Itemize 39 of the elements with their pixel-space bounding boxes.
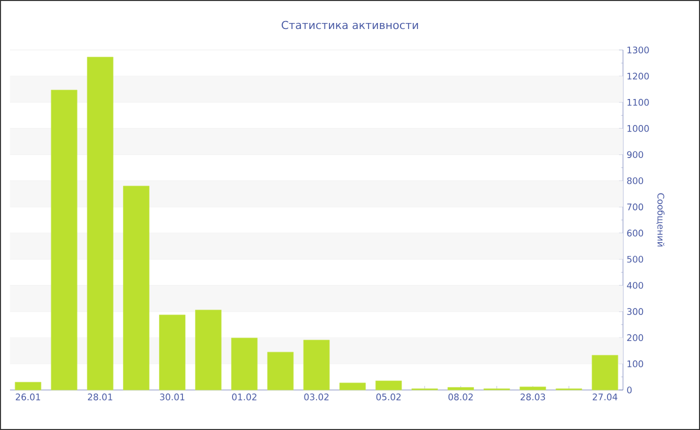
x-tick-label: 08.02 xyxy=(448,394,473,400)
y-tick-label: 900 xyxy=(627,151,644,158)
bar xyxy=(14,382,42,390)
x-tick-label: 05.02 xyxy=(376,394,401,400)
bar xyxy=(375,380,402,390)
bar xyxy=(159,314,186,390)
bar xyxy=(195,310,222,390)
bar xyxy=(267,352,294,390)
y-tick-label: 600 xyxy=(627,230,644,236)
x-tick-label: 27.04 xyxy=(592,394,618,400)
x-tick-label: 28.01 xyxy=(88,394,112,400)
x-tick-label: 01.02 xyxy=(232,394,256,400)
y-tick-label: 1000 xyxy=(628,125,649,132)
x-tick-label: 28.03 xyxy=(520,394,546,400)
y-axis-title: Сообщений xyxy=(656,193,665,246)
y-tick-label: 1100 xyxy=(628,98,649,106)
y-tick-label: 1300 xyxy=(628,46,649,54)
y-tick-label: 0 xyxy=(627,386,632,394)
x-tick-label: 03.02 xyxy=(304,394,328,400)
bar xyxy=(592,355,618,390)
y-tick-label: 500 xyxy=(627,256,644,263)
y-tick-label: 300 xyxy=(627,308,644,315)
bar xyxy=(448,387,474,390)
y-tick-label: 400 xyxy=(626,282,644,289)
bar xyxy=(231,338,258,390)
x-tick-label: 30.01 xyxy=(160,394,184,400)
bar xyxy=(520,386,546,390)
bar xyxy=(123,186,150,390)
y-tick-label: 200 xyxy=(627,334,644,342)
bar xyxy=(50,90,78,390)
y-tick-label: 700 xyxy=(627,204,644,210)
chart-title: Статистика активности xyxy=(282,20,418,30)
bar xyxy=(303,340,330,390)
x-tick-label: 26.01 xyxy=(16,394,40,400)
y-tick-label: 1200 xyxy=(628,72,649,80)
bar xyxy=(86,56,114,390)
y-tick-label: 800 xyxy=(627,177,644,184)
y-tick-label: 100 xyxy=(628,360,644,368)
bar xyxy=(339,382,366,390)
